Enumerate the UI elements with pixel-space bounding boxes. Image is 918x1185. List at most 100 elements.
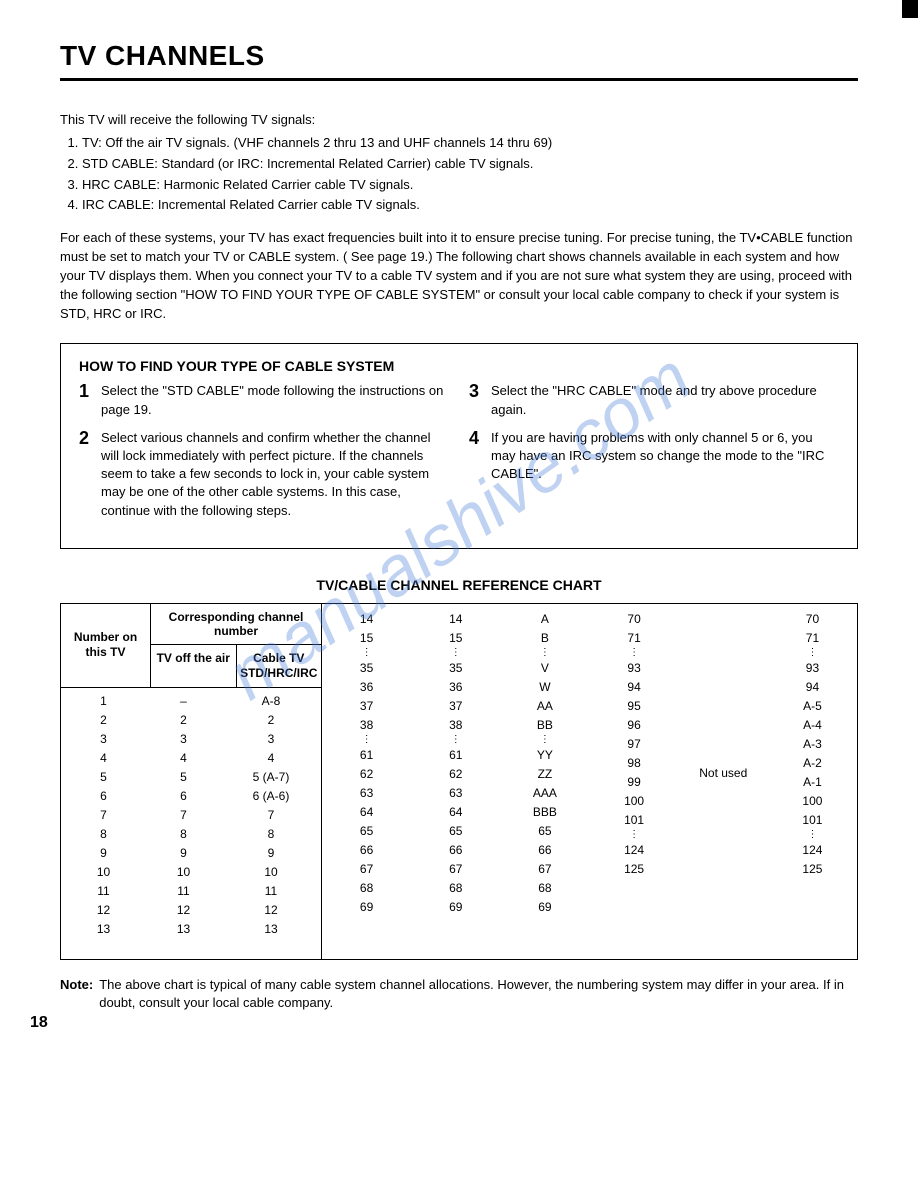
howto-step-3: 3 Select the "HRC CABLE" mode and try ab…	[469, 382, 839, 418]
cell: 6	[146, 789, 221, 803]
cell: 14	[322, 610, 411, 629]
cell: 4	[146, 751, 221, 765]
cell: 101	[768, 811, 857, 830]
cell: 96	[590, 716, 679, 735]
cell: V	[500, 659, 589, 678]
cell: A-3	[768, 735, 857, 754]
step-text: Select the "HRC CABLE" mode and try abov…	[491, 382, 839, 418]
cell: 13	[146, 922, 221, 936]
cell: ⋮	[500, 648, 589, 659]
cell: 66	[411, 841, 500, 860]
cell: 70	[768, 610, 857, 629]
cell: 35	[322, 659, 411, 678]
cell: 5	[61, 770, 146, 784]
table-row: 999	[61, 844, 321, 863]
cell: 10	[146, 865, 221, 879]
chart-title: TV/CABLE CHANNEL REFERENCE CHART	[60, 577, 858, 593]
table-row: 1–A-8	[61, 692, 321, 711]
intro-item: STD CABLE: Standard (or IRC: Incremental…	[82, 155, 858, 174]
table-row: 555 (A-7)	[61, 768, 321, 787]
cell: 4	[221, 751, 321, 765]
cell: 93	[768, 659, 857, 678]
table-row: 131313	[61, 920, 321, 939]
cell: 11	[61, 884, 146, 898]
note-block: Note: The above chart is typical of many…	[60, 976, 858, 1012]
cell: 99	[590, 773, 679, 792]
chart-col-a: 1415⋮35363738⋮616263646566676869	[322, 604, 411, 959]
cell: 12	[146, 903, 221, 917]
step-number: 1	[79, 382, 101, 418]
cell: 9	[146, 846, 221, 860]
cell: 14	[411, 610, 500, 629]
cell: 67	[411, 860, 500, 879]
cell: A	[500, 610, 589, 629]
cell: 6 (A-6)	[221, 789, 321, 803]
cell: 124	[768, 841, 857, 860]
cell: 66	[322, 841, 411, 860]
chart-col-e: Not used	[679, 604, 768, 959]
cell: 36	[322, 678, 411, 697]
chart-col-b: 1415⋮35363738⋮616263646566676869	[411, 604, 500, 959]
intro-lead: This TV will receive the following TV si…	[60, 112, 315, 127]
cell: 7	[221, 808, 321, 822]
cell: ⋮	[768, 830, 857, 841]
cell: 93	[590, 659, 679, 678]
cell: 68	[500, 879, 589, 898]
cell: 11	[146, 884, 221, 898]
cell: 8	[61, 827, 146, 841]
cell: 2	[221, 713, 321, 727]
cell: A-1	[768, 773, 857, 792]
table-row: 333	[61, 730, 321, 749]
cell: 65	[322, 822, 411, 841]
cell: 12	[221, 903, 321, 917]
cell: 10	[61, 865, 146, 879]
howto-left-column: 1 Select the "STD CABLE" mode following …	[79, 382, 449, 529]
note-label: Note:	[60, 976, 93, 1012]
cell: 11	[221, 884, 321, 898]
cell: 2	[61, 713, 146, 727]
cell: ZZ	[500, 765, 589, 784]
cell: 69	[411, 898, 500, 917]
page-title: TV CHANNELS	[60, 40, 858, 81]
table-row: 444	[61, 749, 321, 768]
intro-list: TV: Off the air TV signals. (VHF channel…	[82, 134, 858, 215]
chart-right-section: 1415⋮35363738⋮616263646566676869 1415⋮35…	[322, 604, 857, 959]
intro-item: IRC CABLE: Incremental Related Carrier c…	[82, 196, 858, 215]
table-row: 888	[61, 825, 321, 844]
cell: 5	[146, 770, 221, 784]
cell: 65	[500, 822, 589, 841]
cell: 5 (A-7)	[221, 770, 321, 784]
cell: YY	[500, 746, 589, 765]
header-number-on-tv: Number on this TV	[61, 604, 151, 687]
cell: –	[146, 694, 221, 708]
cell: 3	[221, 732, 321, 746]
cell: 35	[411, 659, 500, 678]
header-cable-tv: Cable TV STD/HRC/IRC	[237, 645, 322, 687]
chart-col-d: 7071⋮93949596979899100101⋮124125	[590, 604, 679, 959]
cell: 10	[221, 865, 321, 879]
reference-chart: Number on this TV Corresponding channel …	[60, 603, 858, 960]
header-tv-off-air: TV off the air	[151, 645, 237, 687]
step-number: 3	[469, 382, 491, 418]
cell: ⋮	[411, 648, 500, 659]
cell: ⋮	[500, 735, 589, 746]
howto-step-1: 1 Select the "STD CABLE" mode following …	[79, 382, 449, 418]
cell: 69	[500, 898, 589, 917]
note-text: The above chart is typical of many cable…	[99, 976, 858, 1012]
cell: 38	[322, 716, 411, 735]
cell: 68	[411, 879, 500, 898]
cell: 71	[768, 629, 857, 648]
cell: BBB	[500, 803, 589, 822]
cell: 97	[590, 735, 679, 754]
cell: A-4	[768, 716, 857, 735]
cell: 3	[61, 732, 146, 746]
cell: 2	[146, 713, 221, 727]
chart-left-section: Number on this TV Corresponding channel …	[61, 604, 322, 959]
cell: A-2	[768, 754, 857, 773]
cell: ⋮	[590, 648, 679, 659]
chart-col-c: AB⋮VWAABB⋮YYZZAAABBB6566676869	[500, 604, 589, 959]
intro-item: TV: Off the air TV signals. (VHF channel…	[82, 134, 858, 153]
cell: 94	[590, 678, 679, 697]
page-number: 18	[30, 1014, 48, 1032]
step-text: Select the "STD CABLE" mode following th…	[101, 382, 449, 418]
